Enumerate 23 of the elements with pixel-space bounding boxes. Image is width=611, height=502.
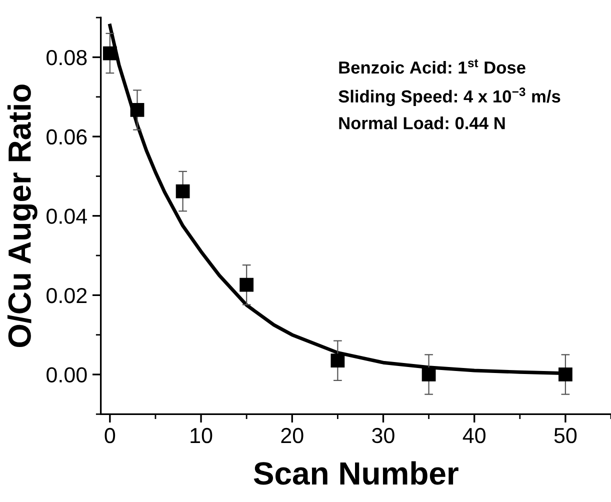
point [422,368,436,382]
y-tick-label: 0.04 [46,208,87,224]
annotation: Sliding Speed: 4 x 10$^{−3}$ m/s [338,88,560,106]
x-tick-label: 0 [104,428,116,444]
y-tick-label: 0.06 [46,129,87,145]
annotation: Normal Load: 0.44 N [339,116,505,130]
x-axis-title: Scan Number [254,461,458,485]
y-tick-label: 0.00 [46,367,87,383]
point [240,278,254,292]
point [102,46,117,60]
x-tick-label: 40 [462,428,486,444]
point [176,184,190,198]
y-tick-label: 0.08 [46,50,87,66]
point [330,354,345,368]
annotation: Benzoic Acid: 1$^{st}$ Dose [339,59,526,74]
point [558,368,572,382]
point [130,103,144,117]
y-tick-label: 0.02 [46,288,87,304]
x-tick-label: 30 [372,428,394,444]
x-tick-label: 10 [190,428,212,444]
x-tick-label: 20 [281,428,304,444]
x-tick-label: 50 [554,428,577,444]
y-axis-title: O/Cu Auger Ratio [7,84,38,348]
